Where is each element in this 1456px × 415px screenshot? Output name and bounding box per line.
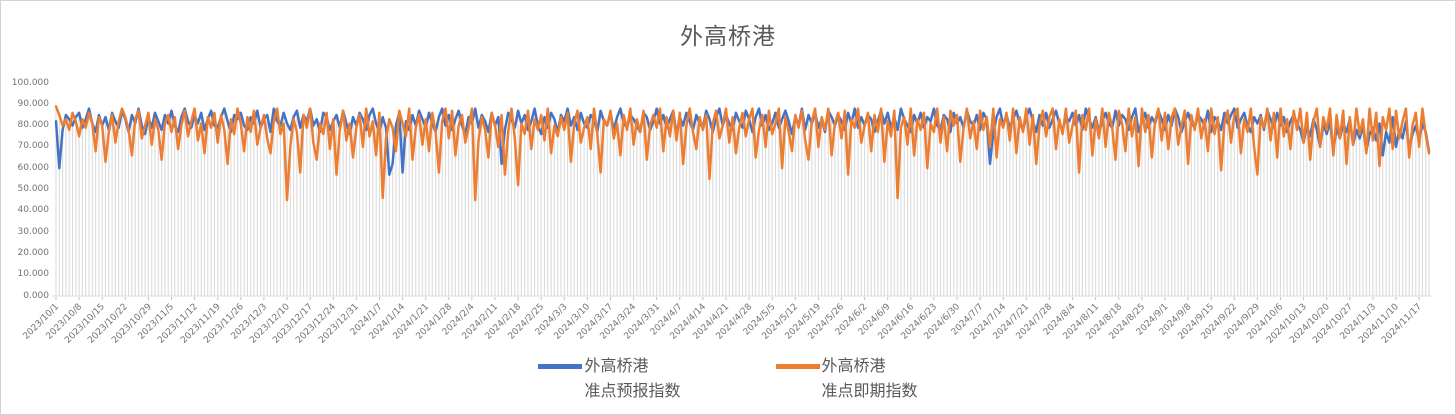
y-axis-label: 80.000: [17, 120, 50, 131]
y-axis-label: 100.000: [11, 77, 49, 88]
legend-item-spot[interactable]: 外高桥港 准点即期指数: [775, 354, 918, 404]
y-axis-label: 30.000: [17, 226, 50, 237]
legend-label-spot-line1: 外高桥港: [821, 356, 886, 376]
forecast-line-swatch-icon: [538, 364, 583, 370]
legend-item-forecast[interactable]: 外高桥港 准点预报指数: [538, 354, 681, 404]
y-axis-label: 0.000: [23, 290, 49, 301]
y-axis-label: 50.000: [17, 184, 50, 194]
legend-label-forecast: 外高桥港 准点预报指数: [584, 354, 680, 404]
legend-label-spot-line2: 准点即期指数: [821, 381, 918, 401]
legend-label-forecast-line1: 外高桥港: [584, 356, 649, 376]
y-axis-label: 20.000: [17, 247, 50, 258]
chart-title: 外高桥港: [680, 24, 776, 50]
legend-label-spot: 外高桥港 准点即期指数: [822, 354, 918, 404]
y-axis-label: 70.000: [17, 141, 50, 152]
y-axis-label: 60.000: [17, 162, 50, 173]
spot-line-swatch-icon: [775, 364, 820, 370]
y-axis-label: 10.000: [17, 269, 50, 280]
spot-series-line[interactable]: [54, 105, 1431, 202]
y-axis-label: 40.000: [17, 205, 50, 216]
y-axis-label: 90.000: [17, 98, 50, 109]
legend: 外高桥港 准点预报指数 外高桥港 准点即期指数: [1, 354, 1455, 404]
legend-label-forecast-line2: 准点预报指数: [584, 381, 681, 401]
